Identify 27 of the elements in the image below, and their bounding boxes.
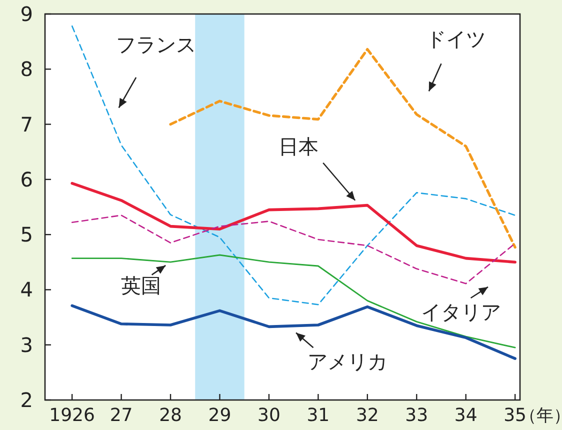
- x-tick-label: 28: [159, 405, 182, 426]
- series-label: 英国: [120, 273, 161, 298]
- x-tick-label: 35: [504, 405, 527, 426]
- text: 日本: [278, 134, 318, 158]
- y-tick-label: 6: [20, 167, 33, 192]
- x-tick-label: 32: [356, 405, 379, 426]
- y-tick-label: 2: [20, 388, 33, 412]
- line-series: [71, 254, 516, 348]
- x-tick-label: 27: [110, 405, 133, 426]
- x-tick-label: 30: [258, 405, 280, 426]
- x-tick-label: 33: [405, 405, 428, 426]
- series-label: フランス: [116, 32, 196, 56]
- x-tick-label: 31: [306, 405, 330, 426]
- y-tick-label: 7: [20, 112, 33, 136]
- y-tick-label: 4: [20, 278, 33, 302]
- y-tick-label: 8: [20, 57, 33, 82]
- series-label: アメリカ: [308, 349, 388, 374]
- y-tick-label: 3: [20, 332, 33, 357]
- x-tick-label: 34: [454, 405, 478, 426]
- series-label: イタリア: [420, 300, 501, 324]
- x-tick-label: 1926: [49, 405, 95, 426]
- line-series: [71, 25, 516, 306]
- line-series: [70, 182, 516, 264]
- text: ドイツ: [426, 26, 486, 51]
- y-tick-label: 9: [20, 2, 33, 26]
- x-tick-label: 29: [208, 405, 232, 426]
- y-tick-label: 5: [20, 222, 33, 247]
